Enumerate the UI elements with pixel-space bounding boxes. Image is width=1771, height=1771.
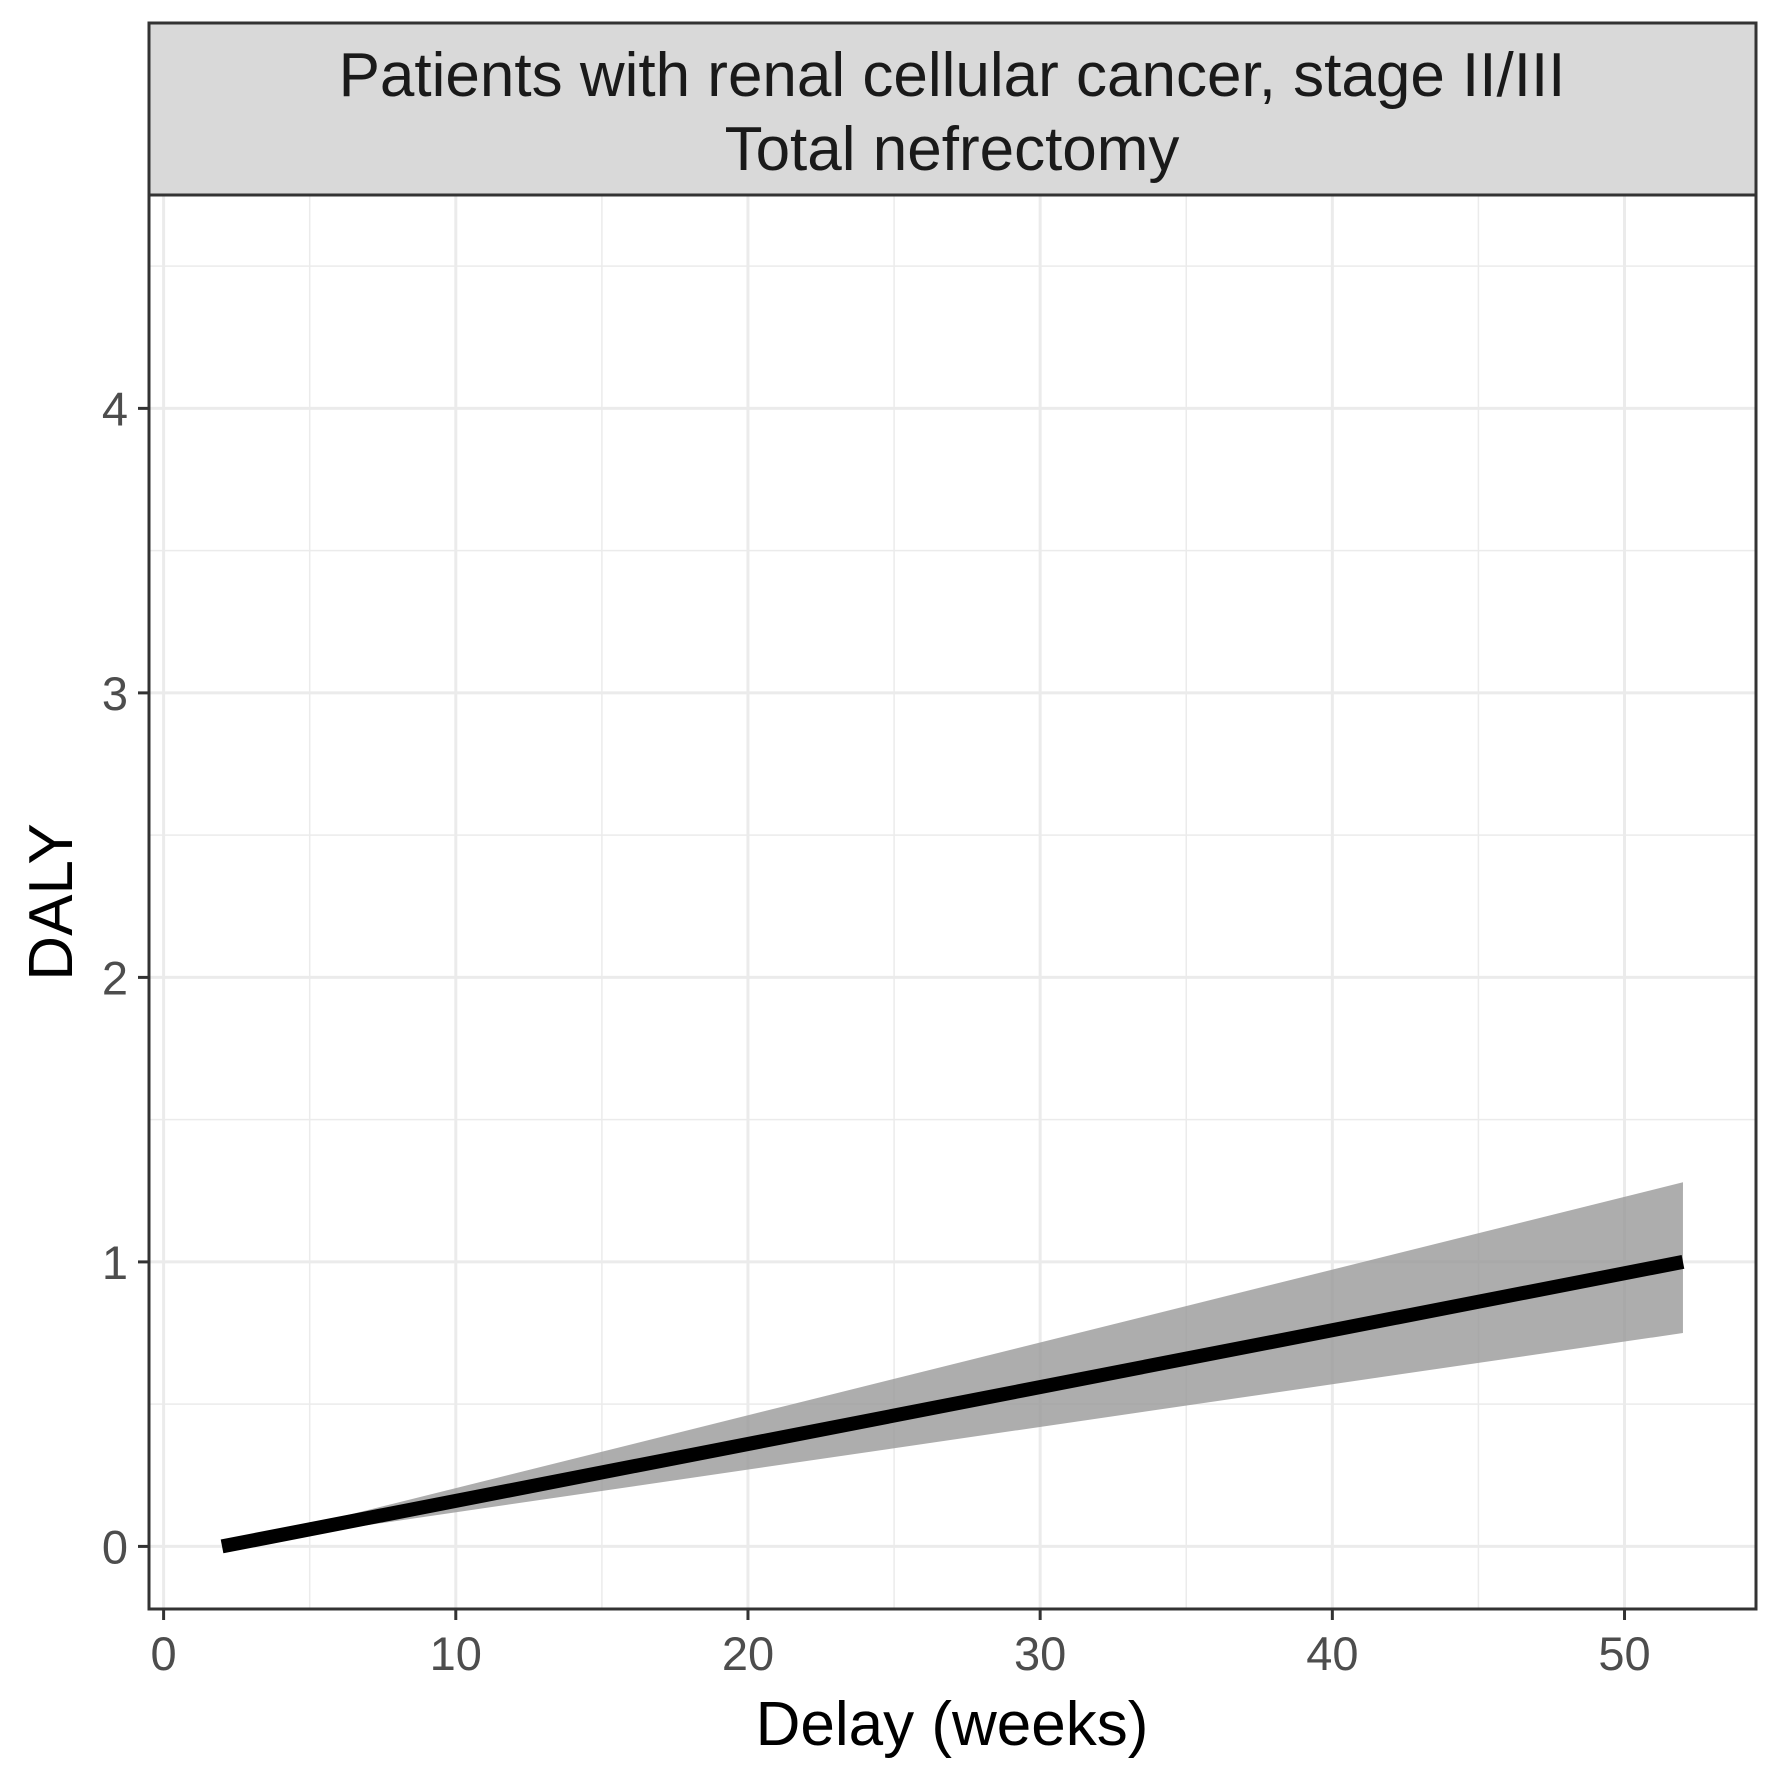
series-line — [220, 1255, 1685, 1554]
axes: 0 10 20 30 40 50 0 1 2 3 4 — [102, 382, 1651, 1680]
grid — [149, 195, 1756, 1609]
y-tick-label: 0 — [102, 1520, 128, 1573]
facet-strip — [147, 21, 1758, 197]
confidence-ribbon — [222, 1182, 1683, 1547]
y-tick-label: 3 — [102, 667, 128, 720]
y-tick-label: 4 — [102, 382, 128, 435]
panel-border — [147, 193, 1758, 1611]
x-tick-label: 10 — [430, 1627, 482, 1680]
facet-title-line2: Total nefrectomy — [725, 115, 1180, 184]
data-layer — [220, 1182, 1685, 1554]
y-axis-title: DALY — [17, 823, 86, 980]
x-tick-label: 30 — [1014, 1627, 1066, 1680]
x-tick-label: 20 — [722, 1627, 774, 1680]
y-tick-label: 1 — [102, 1236, 128, 1289]
facet-title-line1: Patients with renal cellular cancer, sta… — [339, 41, 1566, 110]
x-tick-label: 40 — [1306, 1627, 1358, 1680]
y-tick-label: 2 — [102, 951, 128, 1004]
x-tick-label: 50 — [1598, 1627, 1650, 1680]
x-axis-title: Delay (weeks) — [756, 1690, 1149, 1759]
x-tick-label: 0 — [151, 1627, 177, 1680]
